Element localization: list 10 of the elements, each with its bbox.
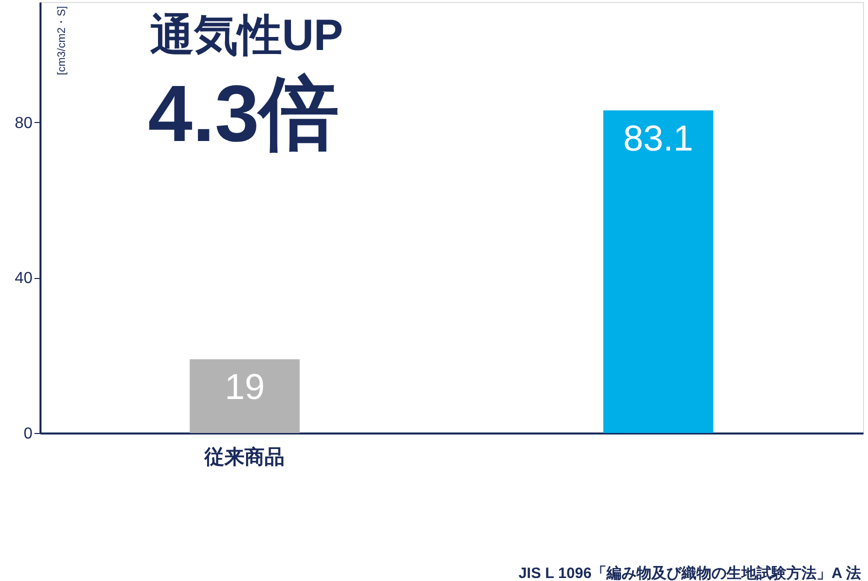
- y-tick-label: 80: [14, 114, 33, 132]
- data-label: 19: [224, 366, 265, 408]
- y-tick-label: 0: [24, 426, 33, 442]
- y-axis-title: [cm3/cm2・S]: [56, 6, 68, 76]
- y-tick-label: 40: [14, 270, 33, 288]
- text: JIS L 1096「編み物及び織物の生地試験方法」A 法: [518, 564, 861, 581]
- x-tick-label: 従来商品: [204, 446, 285, 468]
- annotation: 4.3倍: [148, 69, 340, 158]
- annotation: 通気性UP: [150, 11, 344, 60]
- data-label: 83.1: [623, 117, 694, 158]
